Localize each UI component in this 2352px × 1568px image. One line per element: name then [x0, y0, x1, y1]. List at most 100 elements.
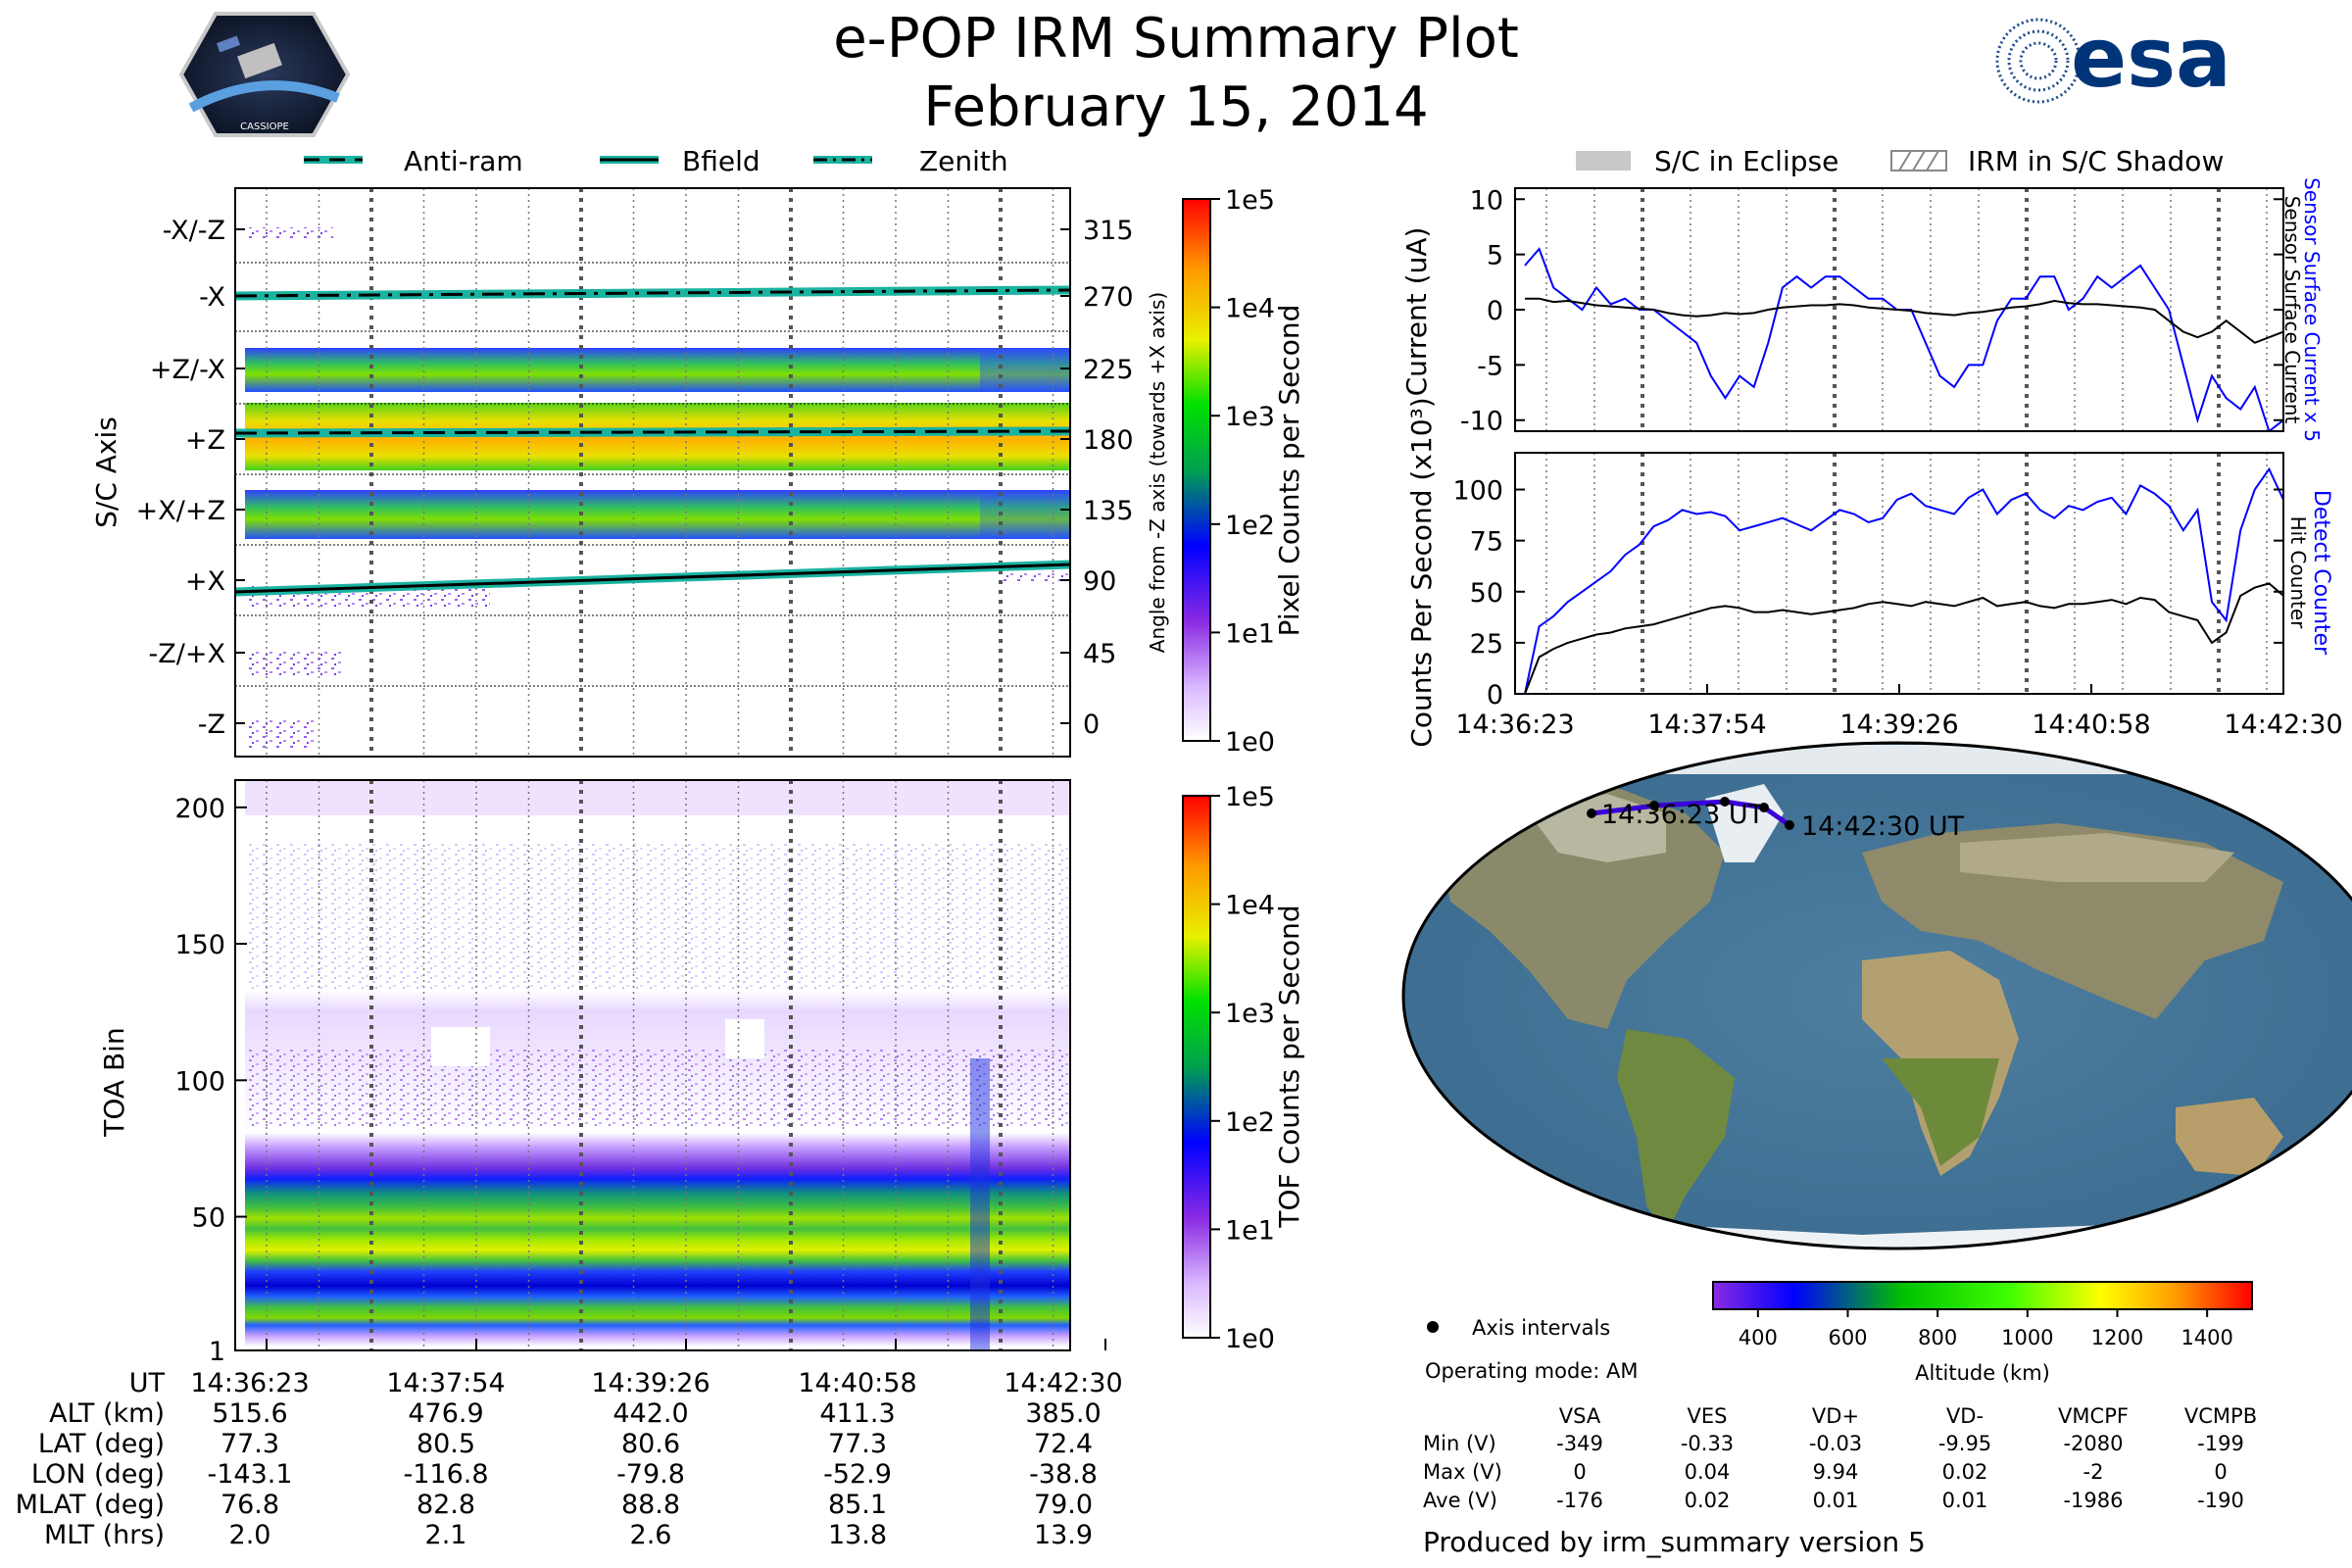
angle-tick-label: 90 — [1083, 566, 1116, 597]
south-america — [1617, 1029, 1735, 1235]
voltage-cell: -9.95 — [1938, 1432, 1991, 1455]
angle-tick-label: 270 — [1083, 282, 1134, 313]
altitude-tick-label: 1000 — [2001, 1326, 2053, 1349]
ephemeris-cell: 2.6 — [630, 1520, 672, 1550]
angle-tick-label: 135 — [1083, 496, 1134, 526]
toa-panel: 200 150 100 50 1 TOA Bin — [98, 779, 1106, 1367]
voltage-row-label: Ave (V) — [1423, 1489, 1497, 1512]
altitude-tick-label: 800 — [1918, 1326, 1957, 1349]
voltage-cell: -1986 — [2063, 1489, 2123, 1512]
voltage-header: VD- — [1946, 1404, 1984, 1428]
ephemeris-cell: -38.8 — [1029, 1459, 1098, 1490]
voltage-cell: -176 — [1556, 1489, 1603, 1512]
anti-ram-line — [235, 429, 1070, 435]
ephemeris-cell: 14:40:58 — [798, 1368, 916, 1398]
y-tick-label: 25 — [1470, 629, 1503, 660]
ephemeris-cell: 515.6 — [212, 1398, 287, 1429]
axis-interval-marker — [1720, 797, 1730, 807]
voltage-cell: -349 — [1556, 1432, 1603, 1455]
ephemeris-cell: 85.1 — [828, 1490, 887, 1520]
pixel-y2label: Angle from -Z axis (towards +X axis) — [1146, 292, 1169, 653]
voltage-table: VSA VES VD+ VD- VMCPF VCMPB Min (V) -349 -0.33 -0… — [1423, 1404, 2257, 1512]
esa-logo: esa — [1995, 10, 2231, 106]
y-tick-label: 5 — [1487, 241, 1503, 271]
colorbar-tick-label: 1e0 — [1225, 1324, 1275, 1354]
angle-tick-label: 45 — [1083, 639, 1116, 669]
y-tick-label: 75 — [1470, 527, 1503, 558]
ephemeris-cell: 72.4 — [1034, 1429, 1093, 1459]
voltage-cell: -0.03 — [1809, 1432, 1862, 1455]
detect-counter-line — [1524, 466, 2283, 694]
voltage-cell: 9.94 — [1813, 1460, 1859, 1484]
colorbar-tick-label: 1e4 — [1225, 294, 1275, 324]
ephemeris-cell: 442.0 — [612, 1398, 688, 1429]
x-tick-label: 14:37:54 — [1647, 710, 1766, 740]
ephemeris-cell: 88.8 — [621, 1490, 680, 1520]
toa-tick-label: 50 — [192, 1203, 225, 1234]
voltage-cell: -2080 — [2063, 1432, 2123, 1455]
ephemeris-cell: 76.8 — [220, 1490, 279, 1520]
angle-tick-label: 225 — [1083, 355, 1134, 385]
ephemeris-cell: 13.9 — [1034, 1520, 1093, 1550]
ephemeris-row-label: LAT (deg) — [38, 1429, 165, 1459]
current-ylabel: Current (uA) — [1400, 227, 1433, 397]
ephemeris-cell: 80.6 — [621, 1429, 680, 1459]
band-minus-z-plus-x — [245, 652, 343, 675]
operating-mode: Operating mode: AM — [1425, 1359, 1638, 1383]
page-date: February 15, 2014 — [923, 75, 1428, 139]
voltage-cell: -0.33 — [1681, 1432, 1734, 1455]
pixel-panel: -X/-Z 315 -X 270 +Z/-X 225 +Z 180 +X/+Z 135 +X 90 -Z… — [90, 187, 1169, 758]
orbit-map: 14:36:23 UT 14:42:30 UT — [1401, 741, 2352, 1250]
voltage-header: VSA — [1559, 1404, 1601, 1428]
colorbar-tick-label: 1e1 — [1225, 1215, 1275, 1246]
ephemeris-cell: -52.9 — [823, 1459, 892, 1490]
cassiope-logo: CASSIOPE — [178, 12, 351, 137]
x-tick-label: 14:40:58 — [2032, 710, 2150, 740]
voltage-cell: 0.01 — [1813, 1489, 1859, 1512]
toa-tick-label: 100 — [174, 1066, 225, 1097]
band-minus-z — [245, 720, 314, 748]
legend-anti-ram: Anti-ram — [404, 145, 523, 177]
colorbar-tick-label: 1e5 — [1225, 782, 1275, 812]
svg-text:esa: esa — [2071, 10, 2231, 106]
ephemeris-cell: 80.5 — [416, 1429, 475, 1459]
pixel-axis-label: +X/+Z — [136, 496, 225, 526]
altitude-tick-label: 600 — [1828, 1326, 1867, 1349]
toa-tick-label: 200 — [174, 794, 225, 824]
axis-interval-marker — [1587, 808, 1596, 818]
ephemeris-cell: 14:39:26 — [591, 1368, 710, 1398]
counts-right-label-blue: Detect Counter — [2309, 490, 2333, 656]
current-right-label-blue: Sensor Surface Current x 5 — [2300, 177, 2324, 442]
pixel-axis-label: +X — [185, 566, 225, 597]
colorbar-tick-label: 1e3 — [1225, 999, 1275, 1029]
ephemeris-row-label: ALT (km) — [49, 1398, 165, 1429]
colorbar-tick-label: 1e0 — [1225, 727, 1275, 758]
voltage-cell: 0.04 — [1685, 1460, 1731, 1484]
toa-tick-label: 1 — [209, 1337, 225, 1367]
pixel-axis-label: -Z/+X — [149, 639, 225, 669]
voltage-cell: 0.02 — [1685, 1489, 1731, 1512]
page-title: e-POP IRM Summary Plot — [833, 7, 1519, 71]
y-tick-label: -5 — [1477, 351, 1503, 381]
band-plus-z-minus-x — [245, 348, 1070, 392]
toa-ylabel: TOA Bin — [98, 1027, 130, 1137]
voltage-cell: 0 — [2214, 1460, 2227, 1484]
ephemeris-cell: -143.1 — [207, 1459, 292, 1490]
legend-eclipse: S/C in Eclipse — [1654, 145, 1838, 177]
counts-ylabel: Counts Per Second (x10³) — [1405, 397, 1438, 747]
ephemeris-cell: 14:42:30 — [1004, 1368, 1122, 1398]
ephemeris-row-label: UT — [129, 1368, 166, 1398]
legend-bfield: Bfield — [682, 145, 760, 177]
voltage-cell: 0 — [1573, 1460, 1586, 1484]
counts-ylabel-text: Counts Per Second (x10³) — [1405, 397, 1438, 747]
colorbar-tick-label: 1e2 — [1225, 1107, 1275, 1138]
axis-intervals-legend: Axis intervals — [1472, 1316, 1610, 1340]
svg-text:CASSIOPE: CASSIOPE — [240, 122, 289, 132]
current-right-label-black: Sensor Surface Current — [2280, 196, 2304, 424]
band-minus-x-minus-z — [245, 227, 333, 239]
voltage-cell: -199 — [2197, 1432, 2244, 1455]
pixel-axis-label: +Z/-X — [150, 355, 225, 385]
footer-text: Produced by irm_summary version 5 — [1423, 1526, 1926, 1558]
ephemeris-cell: -116.8 — [403, 1459, 488, 1490]
counts-panel: 100 75 50 25 014:36:23 14:37:54 14:39:26 14:40:… — [1405, 397, 2343, 747]
